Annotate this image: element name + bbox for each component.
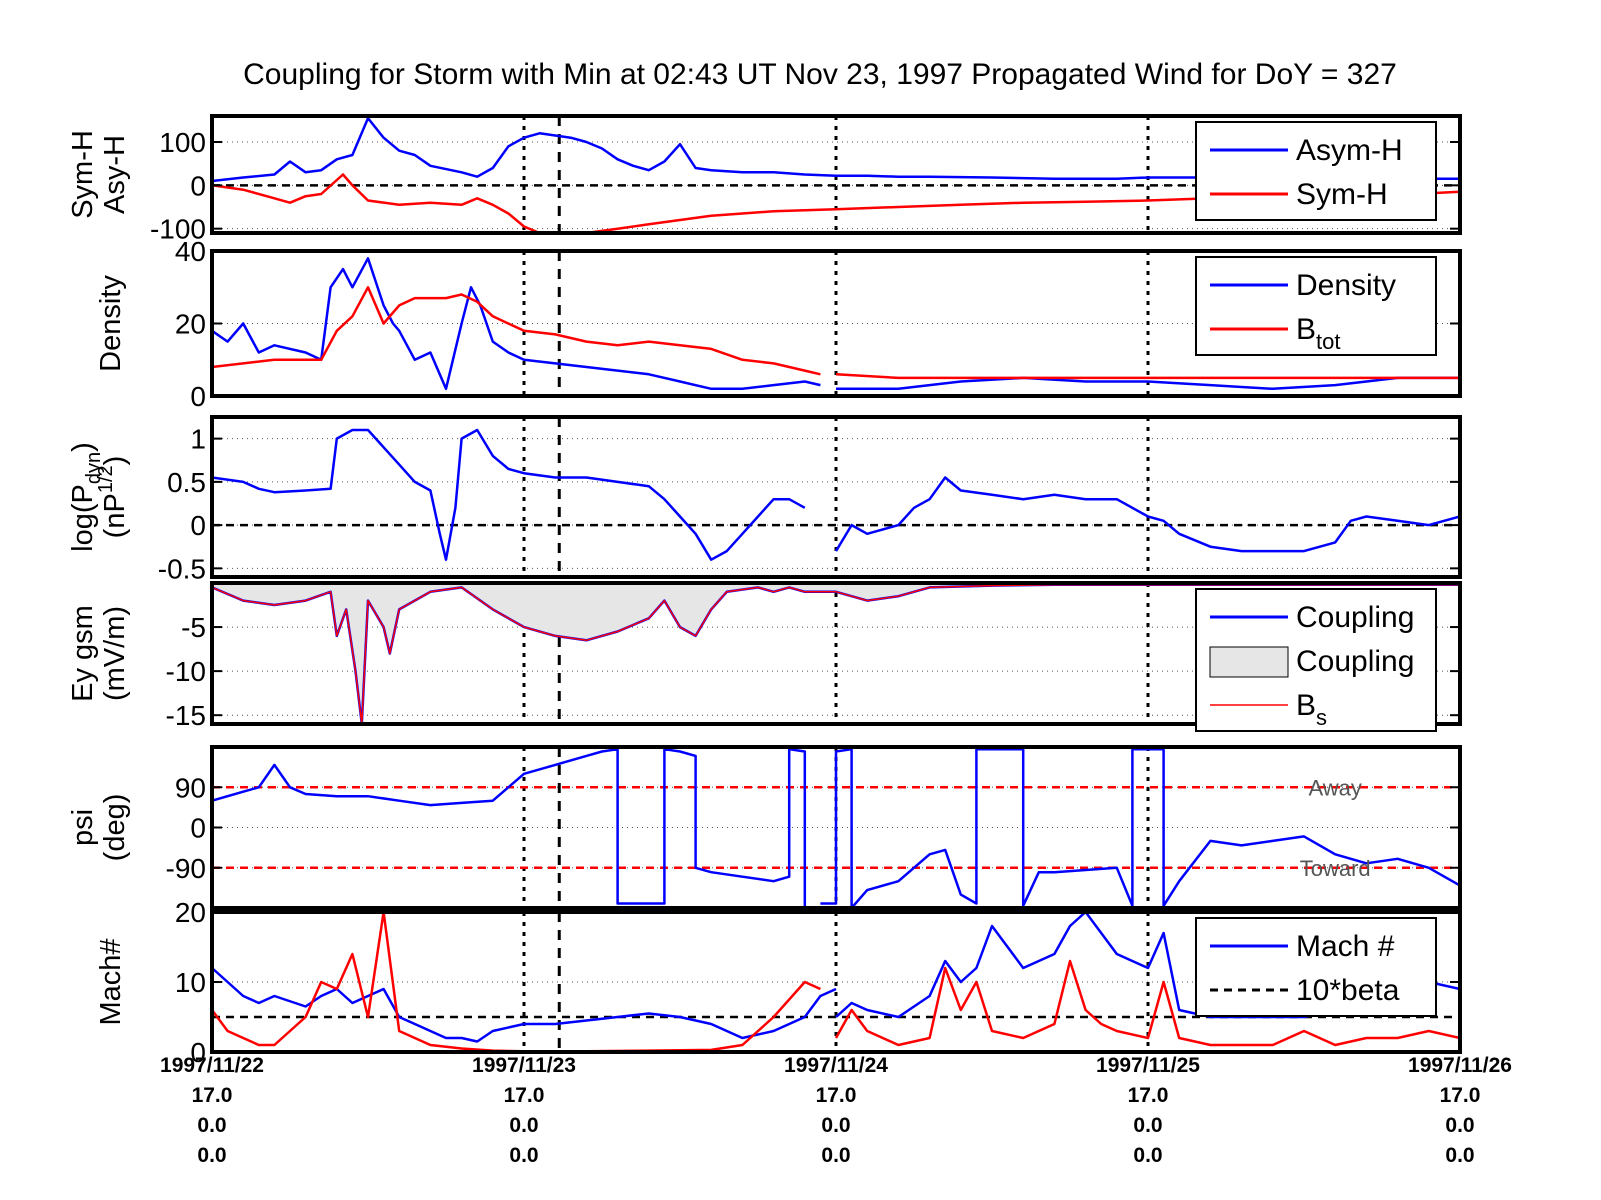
- y-tick-label: 90: [175, 772, 206, 803]
- figure-title: Coupling for Storm with Min at 02:43 UT …: [243, 58, 1397, 91]
- y-tick-label: 40: [175, 236, 206, 267]
- x-tick-date: 1997/11/23: [472, 1054, 576, 1077]
- x-tick-row: 0.0: [197, 1114, 226, 1137]
- legend-swatch: [1209, 646, 1289, 678]
- x-tick-date: 1997/11/24: [784, 1054, 888, 1077]
- x-tick-row: 0.0: [1445, 1114, 1474, 1137]
- y-tick-label: -100: [150, 214, 206, 245]
- x-tick-date: 1997/11/22: [160, 1054, 264, 1077]
- annotation-toward: Toward: [1300, 856, 1371, 881]
- x-tick-row: 17.0: [504, 1084, 545, 1107]
- y-tick-label: 0: [190, 170, 206, 201]
- x-tick-row: 0.0: [821, 1114, 850, 1137]
- panel-frame: [210, 415, 1462, 579]
- legend-label: Mach #: [1296, 930, 1395, 963]
- x-tick-row: 17.0: [816, 1084, 857, 1107]
- coupling-area: [212, 583, 1460, 724]
- y-tick-label: -90: [166, 853, 206, 884]
- y-axis-label: Density: [95, 275, 127, 372]
- y-tick-label: 0: [190, 381, 206, 412]
- x-tick-row: 0.0: [197, 1144, 226, 1167]
- annotation-away: Away: [1308, 775, 1361, 800]
- series-eygsm-1: [212, 584, 1460, 724]
- series-symh-0: [212, 116, 1460, 183]
- series-pdyn-0: [212, 428, 1460, 561]
- x-tick-row: 17.0: [1440, 1084, 1481, 1107]
- legend-label: Coupling: [1296, 645, 1414, 678]
- y-axis-label: Asy-H: [99, 135, 131, 214]
- legend-label: 10*beta: [1296, 974, 1400, 1007]
- y-tick-label: 1: [190, 424, 206, 455]
- series-density-0: [212, 257, 1460, 391]
- x-tick-row: 0.0: [509, 1114, 538, 1137]
- y-axis-label: (deg): [99, 794, 131, 862]
- legend-mach: Mach # 10*beta: [1195, 917, 1437, 1017]
- y-tick-label: 0: [190, 510, 206, 541]
- legend-label: Density: [1296, 269, 1396, 302]
- y-tick-label: -15: [166, 700, 206, 731]
- legend-box: [1195, 256, 1437, 356]
- y-axis-label: Mach#: [95, 938, 127, 1025]
- x-tick-row: 0.0: [821, 1144, 850, 1167]
- y-tick-label: 10: [175, 967, 206, 998]
- y-tick-label: 0: [190, 813, 206, 844]
- x-tick-row: 0.0: [509, 1144, 538, 1167]
- x-tick-date: 1997/11/26: [1408, 1054, 1512, 1077]
- panel-mach: 0 10 20 Mach# Mach # 10*beta: [95, 897, 1462, 1068]
- legend-label: Sym-H: [1296, 178, 1388, 211]
- x-tick-row: 0.0: [1445, 1144, 1474, 1167]
- x-tick-row: 17.0: [1128, 1084, 1169, 1107]
- legend-symh: Asym-H Sym-H: [1195, 121, 1437, 221]
- legend-label: Asym-H: [1296, 134, 1403, 167]
- y-axis-label: Sym-H: [67, 130, 99, 219]
- y-tick-label: -10: [166, 656, 206, 687]
- series-density-1: [212, 286, 1460, 380]
- legend-box: [1195, 121, 1437, 221]
- x-tick-row: 0.0: [1133, 1144, 1162, 1167]
- y-axis-label: (mV/m): [99, 606, 131, 701]
- y-tick-label: 100: [159, 127, 206, 158]
- panel-frame: [210, 581, 1462, 726]
- y-tick-label: 0.5: [167, 467, 206, 498]
- series-symh-1: [212, 173, 1460, 233]
- y-tick-label: 20: [175, 309, 206, 340]
- x-axis-labels: 1997/11/22 17.0 0.0 0.0 1997/11/23 17.0 0.0 0.0…: [160, 1054, 1512, 1167]
- y-tick-label: -0.5: [158, 553, 206, 584]
- panel-frame: [210, 114, 1462, 235]
- legend-box: [1195, 917, 1437, 1017]
- y-axis-label: (nP1/2): [95, 456, 131, 539]
- y-tick-label: 20: [175, 897, 206, 928]
- x-tick-row: 0.0: [1133, 1114, 1162, 1137]
- y-axis-label: psi: [67, 809, 99, 846]
- series-mach-1: [212, 912, 1460, 1052]
- panel-psi: Away Toward -90 0 90 psi (deg): [67, 745, 1462, 910]
- y-axis-label: Ey gsm: [67, 605, 99, 702]
- series-psi-0: [212, 747, 1460, 908]
- x-tick-date: 1997/11/25: [1096, 1054, 1200, 1077]
- y-tick-label: 0: [190, 1037, 206, 1068]
- legend-label: Coupling: [1296, 601, 1414, 634]
- y-tick-label: -5: [181, 612, 206, 643]
- x-tick-row: 17.0: [192, 1084, 233, 1107]
